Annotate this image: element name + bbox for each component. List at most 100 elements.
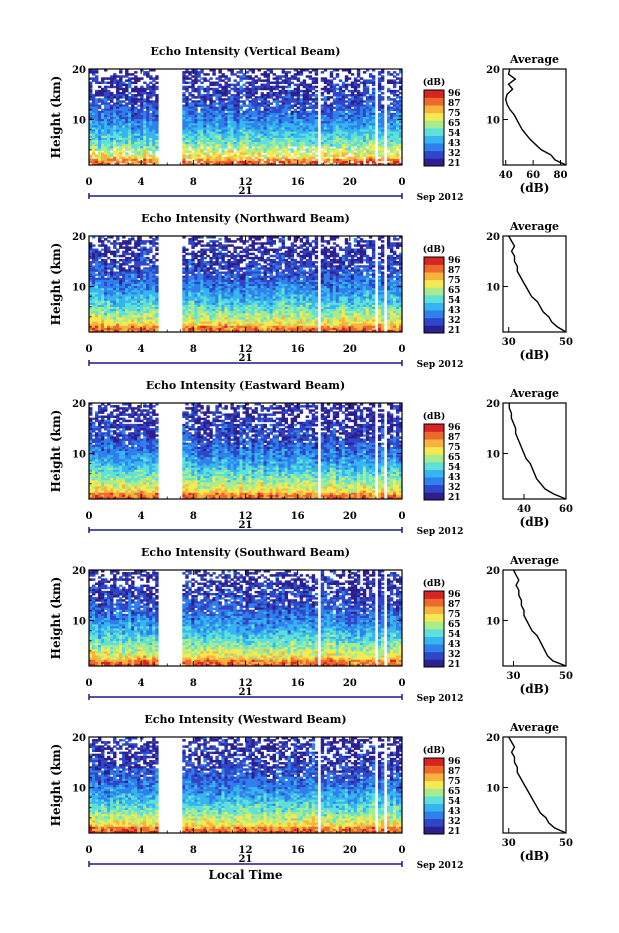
heatmap-cell <box>393 86 396 88</box>
heatmap-cell <box>149 251 152 253</box>
heatmap-cell <box>294 144 297 146</box>
heatmap-cell <box>131 77 134 79</box>
heatmap-cell <box>116 75 119 77</box>
heatmap-cell <box>104 238 107 240</box>
heatmap-cell <box>218 86 221 88</box>
colorbar-segment <box>424 158 444 166</box>
heatmap-cell <box>387 90 390 92</box>
heatmap-cell <box>131 90 134 92</box>
heatmap-cell <box>378 109 381 111</box>
heatmap-cell <box>321 71 324 73</box>
heatmap-cell <box>197 242 200 244</box>
heatmap-cell <box>152 257 155 259</box>
heatmap-cell <box>188 94 191 96</box>
heatmap-cell <box>357 75 360 77</box>
heatmap-cell <box>312 94 315 96</box>
heatmap-cell <box>137 100 140 102</box>
heatmap-cell <box>276 88 279 90</box>
avg-x-tick-label: 40 <box>499 170 513 181</box>
heatmap-cell <box>396 146 399 148</box>
heatmap-cell <box>300 90 303 92</box>
heatmap-cell <box>119 259 122 261</box>
heatmap-cell <box>390 73 393 75</box>
heatmap-cell <box>149 109 152 111</box>
heatmap-cell <box>95 269 98 271</box>
heatmap-cell <box>188 242 191 244</box>
heatmap-cell <box>137 276 140 278</box>
heatmap-cell <box>110 100 113 102</box>
heatmap-cell <box>152 244 155 246</box>
heatmap-cell <box>104 82 107 84</box>
heatmap-cell <box>116 267 119 269</box>
heatmap-cell <box>110 148 113 150</box>
heatmap-cell <box>143 263 146 265</box>
heatmap-cell <box>348 150 351 152</box>
heatmap-cell <box>206 244 209 246</box>
heatmap-cell <box>327 161 330 163</box>
heatmap-cell <box>206 79 209 81</box>
heatmap-cell <box>294 155 297 157</box>
heatmap-cell <box>125 98 128 100</box>
heatmap-cell <box>143 73 146 75</box>
heatmap-cell <box>279 77 282 79</box>
heatmap-cell <box>288 71 291 73</box>
heatmap-cell <box>279 86 282 88</box>
heatmap-cell <box>252 155 255 157</box>
heatmap-cell <box>381 79 384 81</box>
x-tick-label: 4 <box>138 177 145 188</box>
average-x-label: (dB) <box>520 181 550 195</box>
heatmap-cell <box>155 238 158 240</box>
heatmap-cell <box>303 144 306 146</box>
heatmap-cell <box>324 82 327 84</box>
heatmap-cell <box>140 157 143 159</box>
heatmap-cell <box>104 274 107 276</box>
heatmap-cell <box>330 75 333 77</box>
heatmap-cell <box>200 240 203 242</box>
heatmap-cell <box>221 94 224 96</box>
heatmap-cell <box>209 150 212 152</box>
heatmap-cell <box>261 150 264 152</box>
heatmap-cell <box>98 86 101 88</box>
heatmap-cell <box>122 263 125 265</box>
heatmap-cell <box>209 267 212 269</box>
average-frame <box>503 69 566 165</box>
heatmap-cell <box>140 263 143 265</box>
heatmap-cell <box>264 79 267 81</box>
heatmap-cell <box>197 79 200 81</box>
heatmap-cell <box>236 75 239 77</box>
heatmap-cell <box>273 82 276 84</box>
heatmap-cell <box>396 77 399 79</box>
heatmap-cell <box>143 82 146 84</box>
heatmap-cell <box>152 79 155 81</box>
heatmap-cell <box>224 109 227 111</box>
heatmap-cells <box>89 236 402 332</box>
heatmap-cell <box>390 92 393 94</box>
heatmap-cell <box>381 98 384 100</box>
heatmap-cell <box>119 96 122 98</box>
heatmap-cell <box>372 84 375 86</box>
heatmap-cell <box>264 157 267 159</box>
heatmap-cell <box>212 94 215 96</box>
heatmap-cell <box>255 75 258 77</box>
heatmap-cell <box>227 79 230 81</box>
heatmap-cell <box>122 161 125 163</box>
heatmap-cell <box>191 96 194 98</box>
heatmap-cell <box>348 84 351 86</box>
heatmap-cell <box>137 104 140 106</box>
heatmap-cell <box>396 96 399 98</box>
heatmap-cell <box>92 244 95 246</box>
heatmap-cell <box>122 246 125 248</box>
heatmap-cell <box>239 96 242 98</box>
heatmap-cell <box>273 88 276 90</box>
heatmap-cell <box>315 150 318 152</box>
heatmap-cell <box>113 159 116 161</box>
heatmap-cell <box>239 100 242 102</box>
colorbar-tick-label: 75 <box>448 109 461 119</box>
heatmap-cell <box>381 92 384 94</box>
heatmap-cell <box>330 90 333 92</box>
heatmap-cell <box>233 146 236 148</box>
heatmap-cell <box>348 77 351 79</box>
heatmap-cell <box>95 71 98 73</box>
heatmap-cell <box>267 96 270 98</box>
heatmap-cell <box>351 86 354 88</box>
